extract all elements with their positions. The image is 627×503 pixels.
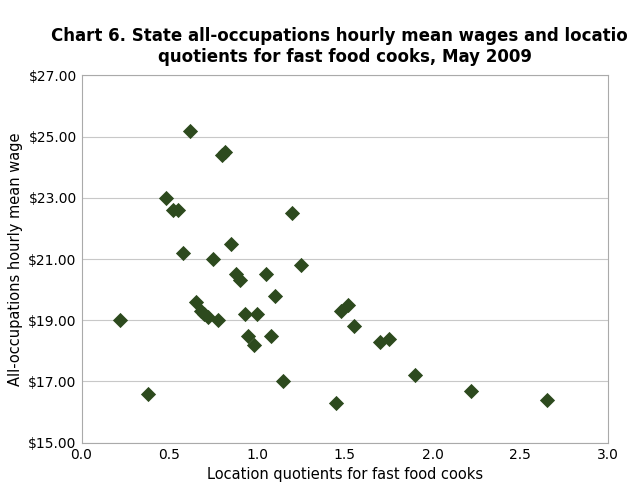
Point	[248, 341, 258, 349]
Point	[213, 316, 223, 324]
Point	[252, 310, 262, 318]
Point	[161, 194, 171, 202]
Point	[466, 387, 477, 395]
Title: Chart 6. State all-occupations hourly mean wages and location
quotients for fast: Chart 6. State all-occupations hourly me…	[51, 27, 627, 65]
Point	[191, 298, 201, 306]
Point	[221, 148, 231, 156]
Point	[234, 277, 245, 285]
Point	[208, 255, 218, 263]
Point	[231, 270, 241, 278]
Y-axis label: All-occupations hourly mean wage: All-occupations hourly mean wage	[8, 132, 23, 386]
Point	[278, 377, 288, 385]
Point	[240, 310, 250, 318]
Point	[331, 399, 341, 407]
Point	[542, 396, 552, 404]
Point	[287, 209, 297, 217]
Point	[143, 390, 153, 398]
Point	[173, 206, 183, 214]
X-axis label: Location quotients for fast food cooks: Location quotients for fast food cooks	[207, 467, 483, 482]
Point	[375, 338, 385, 346]
Point	[270, 292, 280, 300]
Point	[168, 206, 178, 214]
Point	[186, 127, 196, 135]
Point	[196, 307, 206, 315]
Point	[296, 261, 306, 269]
Point	[226, 240, 236, 248]
Point	[217, 151, 227, 159]
Point	[410, 371, 420, 379]
Point	[344, 301, 354, 309]
Point	[203, 313, 213, 321]
Point	[384, 334, 394, 343]
Point	[261, 270, 271, 278]
Point	[349, 322, 359, 330]
Point	[266, 331, 276, 340]
Point	[336, 307, 346, 315]
Point	[243, 331, 253, 340]
Point	[115, 316, 125, 324]
Point	[199, 310, 209, 318]
Point	[178, 249, 188, 257]
